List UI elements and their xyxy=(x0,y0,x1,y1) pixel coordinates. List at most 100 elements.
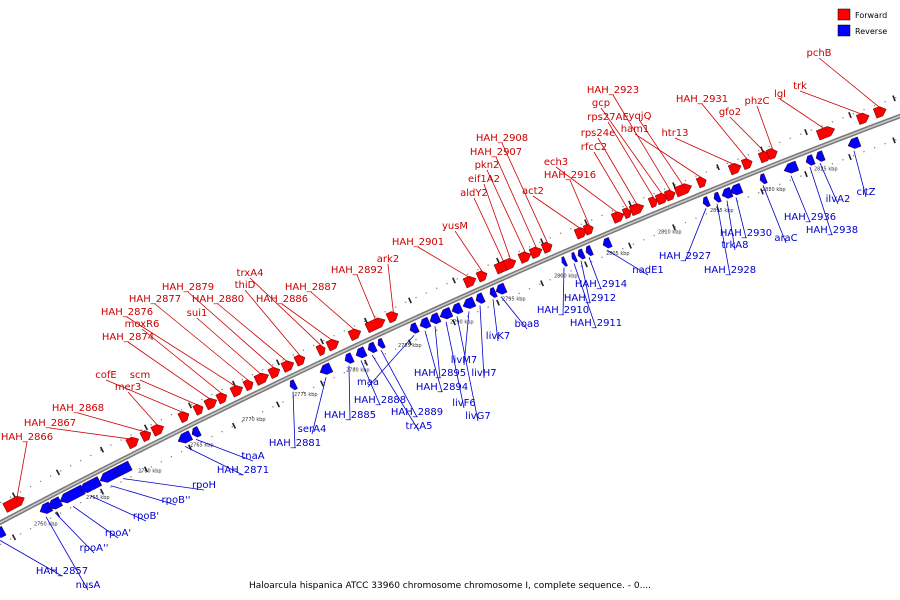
gene-HAH_2886[interactable] xyxy=(325,337,341,352)
gene-HAH_2923[interactable] xyxy=(663,188,677,202)
gene-label-HAH_2928[interactable]: HAH_2928 xyxy=(704,265,756,276)
gene-label-HAH_2874[interactable]: HAH_2874 xyxy=(102,332,154,343)
gene-label-HAH_2877[interactable]: HAH_2877 xyxy=(129,294,181,305)
gene-label-boa8[interactable]: boa8 xyxy=(515,319,540,330)
gene-label-rpoA'[interactable]: rpoA' xyxy=(105,528,131,539)
gene-HAH_2916[interactable] xyxy=(582,223,595,236)
gene-label-HAH_2888[interactable]: HAH_2888 xyxy=(354,395,406,406)
gene-HAH_2866[interactable] xyxy=(2,493,27,513)
gene-label-yusM[interactable]: yusM xyxy=(442,221,468,232)
gene-label-ark2[interactable]: ark2 xyxy=(377,254,399,265)
gene-label-serA4[interactable]: serA4 xyxy=(298,424,327,435)
gene-rfcC2[interactable] xyxy=(621,206,633,220)
gene-HAH_2912[interactable] xyxy=(576,248,586,261)
gene-label-pchB[interactable]: pchB xyxy=(806,48,831,59)
gene-label-phzC[interactable]: phzC xyxy=(745,96,770,107)
gene-label-HAH_2912[interactable]: HAH_2912 xyxy=(564,293,616,304)
gene-label-gcp[interactable]: gcp xyxy=(592,98,610,109)
gene-HAH_2877[interactable] xyxy=(242,378,255,392)
gene-maa[interactable] xyxy=(408,322,420,335)
gene-label-HAH_2876[interactable]: HAH_2876 xyxy=(101,307,153,318)
gene-label-ham1[interactable]: ham1 xyxy=(621,124,650,135)
gene-label-lgl[interactable]: lgl xyxy=(774,89,786,100)
gene-label-HAH_2871[interactable]: HAH_2871 xyxy=(217,465,269,476)
gene-rpoA''[interactable] xyxy=(46,496,64,512)
gene-gcp[interactable] xyxy=(654,191,670,206)
gene-sui1[interactable] xyxy=(253,370,271,386)
gene-label-livK7[interactable]: livK7 xyxy=(486,331,510,342)
gene-livK7[interactable] xyxy=(488,286,498,299)
gene-label-HAH_2866[interactable]: HAH_2866 xyxy=(1,432,53,443)
gene-label-trxA4[interactable]: trxA4 xyxy=(237,268,264,279)
gene-serA4[interactable] xyxy=(318,362,334,377)
gene-rpoH[interactable] xyxy=(112,460,133,478)
gene-araC[interactable] xyxy=(758,173,768,185)
gene-label-cofE[interactable]: cofE xyxy=(95,370,116,381)
gene-HAH_2907[interactable] xyxy=(528,245,544,259)
gene-label-HAH_2901[interactable]: HAH_2901 xyxy=(392,237,444,248)
gene-HAH_2938[interactable] xyxy=(804,154,816,167)
gene-label-livM7[interactable]: livM7 xyxy=(451,355,477,366)
gene-label-eif1A2[interactable]: eif1A2 xyxy=(468,174,500,185)
gene-label-thiD[interactable]: thiD xyxy=(235,280,256,291)
gene-livH7[interactable] xyxy=(474,292,486,305)
gene-label-livG7[interactable]: livG7 xyxy=(465,411,491,422)
gene-label-livF6[interactable]: livF6 xyxy=(452,398,476,409)
gene-label-HAH_2907[interactable]: HAH_2907 xyxy=(470,147,522,158)
gene-eif1A2[interactable] xyxy=(502,256,518,271)
gene-label-citZ[interactable]: citZ xyxy=(856,187,875,198)
gene-ark2[interactable] xyxy=(385,309,400,324)
gene-label-HAH_2867[interactable]: HAH_2867 xyxy=(24,418,76,429)
gene-label-htr13[interactable]: htr13 xyxy=(661,128,688,139)
gene-HAH_2927[interactable] xyxy=(701,196,711,208)
gene-label-livH7[interactable]: livH7 xyxy=(471,368,496,379)
gene-label-trkA8[interactable]: trkA8 xyxy=(721,240,748,251)
gene-label-HAH_2927[interactable]: HAH_2927 xyxy=(659,251,711,262)
gene-HAH_2928[interactable] xyxy=(712,191,722,204)
gene-livM7[interactable] xyxy=(461,296,477,311)
gene-label-HAH_2936[interactable]: HAH_2936 xyxy=(784,212,836,223)
gene-label-HAH_2895[interactable]: HAH_2895 xyxy=(414,368,466,379)
gene-label-yqjQ[interactable]: yqjQ xyxy=(629,111,652,122)
gene-pkn2[interactable] xyxy=(517,250,533,264)
gene-label-sui1[interactable]: sui1 xyxy=(187,308,208,319)
gene-label-HAH_2889[interactable]: HAH_2889 xyxy=(391,407,443,418)
gene-label-HAH_2881[interactable]: HAH_2881 xyxy=(269,438,321,449)
gene-label-nadE1[interactable]: nadE1 xyxy=(632,265,664,276)
gene-HAH_2901[interactable] xyxy=(462,274,478,289)
gene-label-HAH_2931[interactable]: HAH_2931 xyxy=(676,94,728,105)
gene-ham1[interactable] xyxy=(695,175,708,189)
gene-label-HAH_2914[interactable]: HAH_2914 xyxy=(575,279,627,290)
gene-label-scm[interactable]: scm xyxy=(130,370,150,381)
gene-ilvA2[interactable] xyxy=(814,150,826,163)
gene-label-rpoB'[interactable]: rpoB' xyxy=(133,511,159,522)
gene-label-HAH_2885[interactable]: HAH_2885 xyxy=(324,410,376,421)
gene-rps24e[interactable] xyxy=(628,201,646,217)
gene-HAH_2894[interactable] xyxy=(418,316,432,330)
gene-rps27AE[interactable] xyxy=(647,196,659,209)
gene-label-rpoH[interactable]: rpoH xyxy=(192,480,216,491)
gene-label-HAH_2857[interactable]: HAH_2857 xyxy=(36,566,88,577)
gene-thiD[interactable] xyxy=(293,353,307,367)
gene-label-ilvA2[interactable]: ilvA2 xyxy=(826,194,851,205)
gene-HAH_2885[interactable] xyxy=(343,352,355,365)
gene-label-HAH_2930[interactable]: HAH_2930 xyxy=(720,228,772,239)
gene-HAH_2931[interactable] xyxy=(740,157,754,171)
gene-label-HAH_2886[interactable]: HAH_2886 xyxy=(256,294,308,305)
gene-HAH_2895[interactable] xyxy=(428,312,442,326)
gene-label-tnaA[interactable]: tnaA xyxy=(241,451,264,462)
gene-HAH_2908[interactable] xyxy=(540,240,554,254)
gene-HAH_2871[interactable] xyxy=(176,430,194,446)
gene-HAH_2874[interactable] xyxy=(203,396,219,411)
gene-pchB[interactable] xyxy=(872,105,888,119)
gene-HAH_2888[interactable] xyxy=(354,346,368,360)
gene-trkA8[interactable] xyxy=(720,186,734,200)
gene-HAH_2868[interactable] xyxy=(139,428,153,443)
gene-mer3[interactable] xyxy=(150,422,166,437)
gene-boa8[interactable] xyxy=(494,282,508,296)
gene-HAH_2879[interactable] xyxy=(267,365,282,380)
gene-HAH_2889[interactable] xyxy=(376,337,386,350)
gene-label-maa[interactable]: maa xyxy=(357,377,379,388)
gene-label-HAH_2911[interactable]: HAH_2911 xyxy=(570,318,622,329)
gene-trxA4[interactable] xyxy=(315,343,328,357)
